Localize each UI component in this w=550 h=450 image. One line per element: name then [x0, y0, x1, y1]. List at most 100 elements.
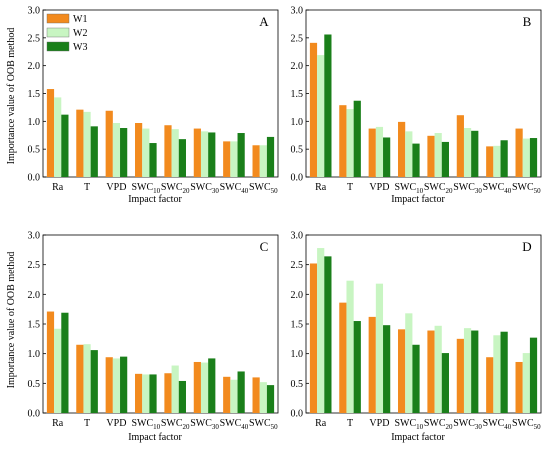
panel-letter-b: B [523, 14, 532, 29]
ylabel-top: Importance value of OOB method [6, 28, 17, 165]
bar-c-w1-swc50 [252, 377, 260, 413]
bar-a-w2-swc10 [142, 128, 150, 177]
bar-d-w3-swc20 [441, 353, 449, 413]
bar-d-w3-swc10 [412, 344, 420, 413]
bar-b-w1-vpd [368, 128, 376, 177]
bar-b-w2-swc20 [434, 133, 442, 177]
legend-swatch-w2 [46, 27, 70, 38]
bar-a-w2-swc40 [230, 141, 238, 177]
bar-a-w3-ra [61, 114, 69, 177]
bar-d-w2-swc20 [434, 325, 442, 413]
panel-letter-a: A [259, 14, 269, 29]
bar-c-w2-swc20 [171, 365, 179, 413]
y-tick-label: 0.5 [28, 379, 41, 390]
bar-b-w3-ra [324, 34, 332, 177]
y-tick-label: 2.0 [291, 61, 304, 72]
bar-c-w2-swc10 [142, 374, 150, 413]
bar-c-w2-swc50 [259, 382, 267, 413]
y-tick-label: 0.0 [28, 409, 41, 420]
y-tick-label: 1.5 [28, 89, 41, 100]
x-tick-label: SWC30 [190, 418, 219, 431]
y-tick-label: 1.5 [291, 89, 304, 100]
y-tick-label: 2.5 [291, 33, 304, 44]
bar-a-w2-swc20 [171, 129, 179, 177]
bar-d-w1-t [339, 302, 347, 413]
bar-d-w2-swc50 [522, 353, 530, 413]
x-tick-label: Ra [52, 418, 64, 429]
bar-c-w2-ra [54, 328, 62, 413]
bar-d-w2-swc30 [463, 328, 472, 413]
y-tick-label: 1.0 [291, 117, 304, 128]
bar-b-w1-swc20 [427, 135, 435, 177]
bar-c-w1-vpd [105, 357, 113, 413]
bar-c-w3-swc50 [266, 385, 275, 413]
y-tick-label: 2.0 [28, 61, 41, 72]
bar-c-w3-ra [61, 312, 69, 413]
bar-a-w3-swc50 [266, 136, 275, 177]
y-tick-label: 3.0 [291, 6, 304, 17]
bar-d-w3-t [353, 321, 361, 413]
x-tick-label: SWC30 [453, 418, 482, 431]
legend: W1 W2 W3 [46, 13, 87, 53]
x-tick-label: Ra [315, 182, 327, 193]
bar-d-w3-swc40 [500, 331, 508, 413]
xlabel-b: Impact factor [391, 194, 445, 205]
bar-a-w3-swc40 [237, 133, 245, 177]
bar-b-w2-vpd [375, 126, 384, 177]
bar-c-w1-swc30 [193, 361, 201, 413]
bar-d-w1-swc10 [398, 329, 406, 413]
y-tick-label: 3.0 [28, 6, 41, 17]
x-tick-label: T [84, 182, 90, 193]
y-tick-label: 0.0 [291, 173, 304, 184]
bar-a-w1-vpd [105, 110, 113, 177]
bar-b-w1-swc50 [515, 128, 523, 177]
panel-c: 0.00.51.01.52.02.53.0Ra T VPD SWC10 SWC20 SWC… [28, 231, 279, 431]
bar-c-w3-swc20 [178, 380, 186, 413]
bar-a-w1-swc30 [193, 128, 201, 177]
bar-c-w2-t [83, 344, 91, 413]
x-tick-label: SWC10 [394, 418, 423, 431]
bar-b-w1-swc40 [486, 146, 494, 177]
y-tick-label: 0.5 [28, 145, 41, 156]
bar-b-w2-t [346, 109, 354, 177]
x-tick-label: SWC10 [131, 418, 160, 431]
bar-a-w3-vpd [120, 128, 128, 177]
legend-label-w3: W3 [73, 42, 87, 53]
x-tick-label: T [347, 418, 353, 429]
bar-a-w3-t [90, 126, 98, 177]
bar-a-w2-swc50 [259, 145, 267, 177]
bar-d-w1-ra [309, 263, 318, 413]
x-tick-label: SWC40 [483, 182, 512, 195]
bar-c-w3-swc30 [208, 358, 216, 413]
bar-b-w1-t [339, 105, 347, 177]
y-tick-label: 1.0 [28, 349, 41, 360]
y-tick-label: 2.5 [28, 260, 41, 271]
x-tick-label: SWC30 [453, 182, 482, 195]
x-tick-label: SWC30 [190, 182, 219, 195]
bar-d-w2-t [346, 280, 354, 413]
bar-a-w3-swc10 [149, 143, 157, 177]
bar-d-w1-swc20 [427, 330, 435, 413]
x-tick-label: T [84, 418, 90, 429]
bar-a-w2-t [83, 111, 91, 177]
x-tick-label: SWC40 [220, 182, 249, 195]
bar-c-w1-t [76, 344, 84, 413]
x-tick-label: SWC50 [249, 418, 278, 431]
y-tick-label: 1.0 [28, 117, 41, 128]
bar-b-w2-ra [317, 55, 325, 178]
bar-c-w3-t [90, 350, 98, 413]
bar-d-w3-swc30 [471, 330, 479, 413]
panel-letter-c: C [260, 239, 269, 254]
bar-c-w2-vpd [112, 358, 121, 413]
y-tick-label: 0.0 [28, 173, 41, 184]
bar-c-w1-ra [46, 311, 55, 413]
xlabel-a: Impact factor [128, 194, 182, 205]
panel-letter-d: D [522, 239, 531, 254]
y-tick-label: 2.5 [28, 33, 41, 44]
y-tick-label: 2.0 [28, 290, 41, 301]
bar-c-w3-vpd [120, 356, 128, 413]
bar-d-w2-swc40 [493, 335, 501, 413]
y-tick-label: 2.5 [291, 260, 304, 271]
bar-b-w3-vpd [383, 137, 391, 177]
bar-d-w3-swc50 [529, 337, 538, 413]
